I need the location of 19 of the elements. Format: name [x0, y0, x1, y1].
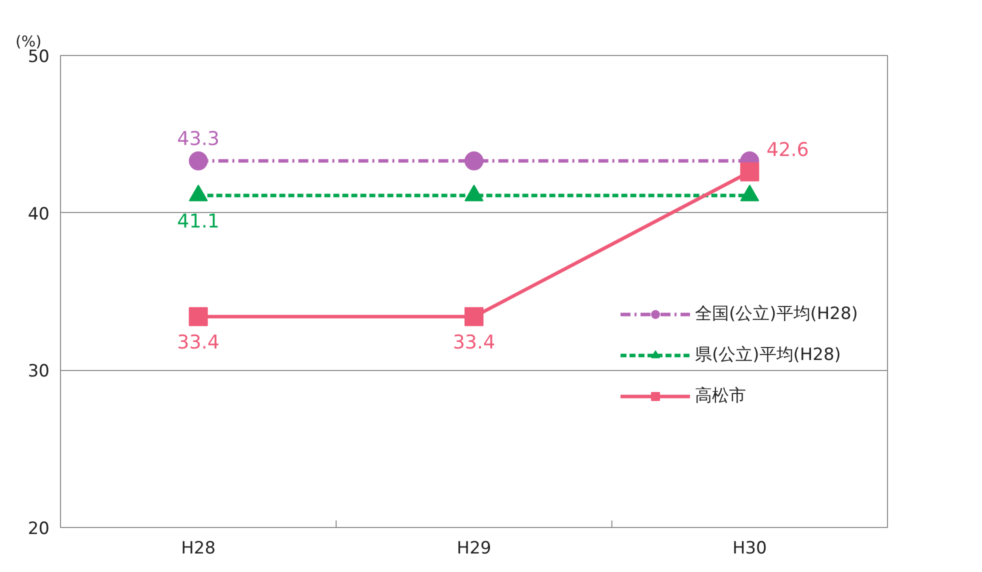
legend-label: 県(公立)平均(H28)	[695, 344, 841, 366]
point	[740, 162, 760, 182]
point	[188, 307, 208, 326]
x-tick-label: H28	[181, 538, 216, 558]
point	[464, 307, 484, 326]
x-tick-label: H30	[732, 538, 767, 558]
y-tick-label: 30	[28, 362, 50, 382]
data-label: 43.3	[177, 128, 220, 150]
data-label: 42.6	[766, 138, 809, 161]
y-tick-label: 40	[28, 204, 50, 224]
data-label: 33.4	[177, 332, 220, 354]
data-label: 33.4	[452, 332, 496, 354]
legend-label: 高松市	[695, 385, 746, 407]
data-label: 41.1	[177, 210, 220, 233]
x-tick-label: H29	[456, 538, 492, 558]
y-tick-label: 20	[28, 519, 50, 539]
legend-label: 全国(公立)平均(H28)	[695, 303, 858, 325]
point	[464, 151, 484, 170]
point	[188, 151, 208, 170]
